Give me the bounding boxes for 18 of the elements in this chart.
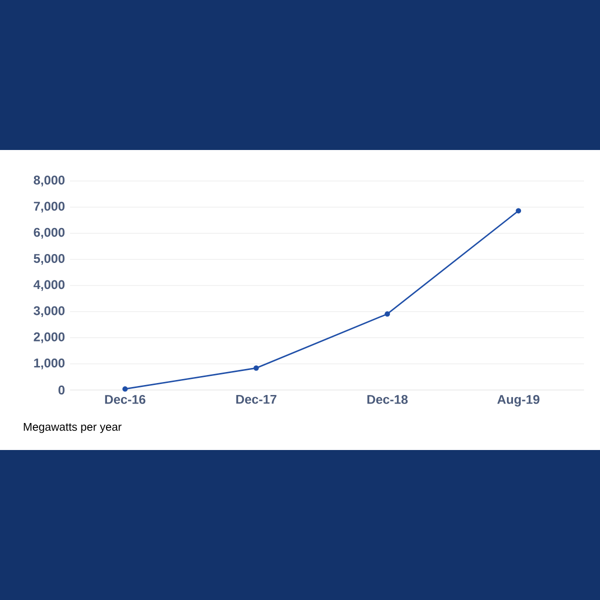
y-tick-label: 5,000 [34, 254, 65, 265]
x-tick-label: Dec-16 [105, 394, 146, 404]
point [122, 386, 128, 392]
y-tick-label: 0 [58, 386, 65, 394]
y-tick-label: 4,000 [34, 280, 65, 291]
y-tick-label: 2,000 [34, 332, 65, 344]
x-tick-label: Dec-17 [236, 394, 276, 404]
y-tick-label: 1,000 [34, 358, 65, 370]
x-tick-label: Aug-19 [497, 394, 540, 406]
y-tick-label: 7,000 [34, 202, 65, 213]
x-tick-label: Dec-18 [367, 394, 408, 404]
y-tick-label: 8,000 [34, 176, 65, 186]
point [516, 208, 522, 214]
point [384, 311, 390, 317]
text: Megawatts per year [24, 422, 122, 434]
y-tick-label: 3,000 [34, 306, 65, 318]
y-tick-label: 6,000 [34, 228, 65, 239]
point [254, 365, 259, 371]
